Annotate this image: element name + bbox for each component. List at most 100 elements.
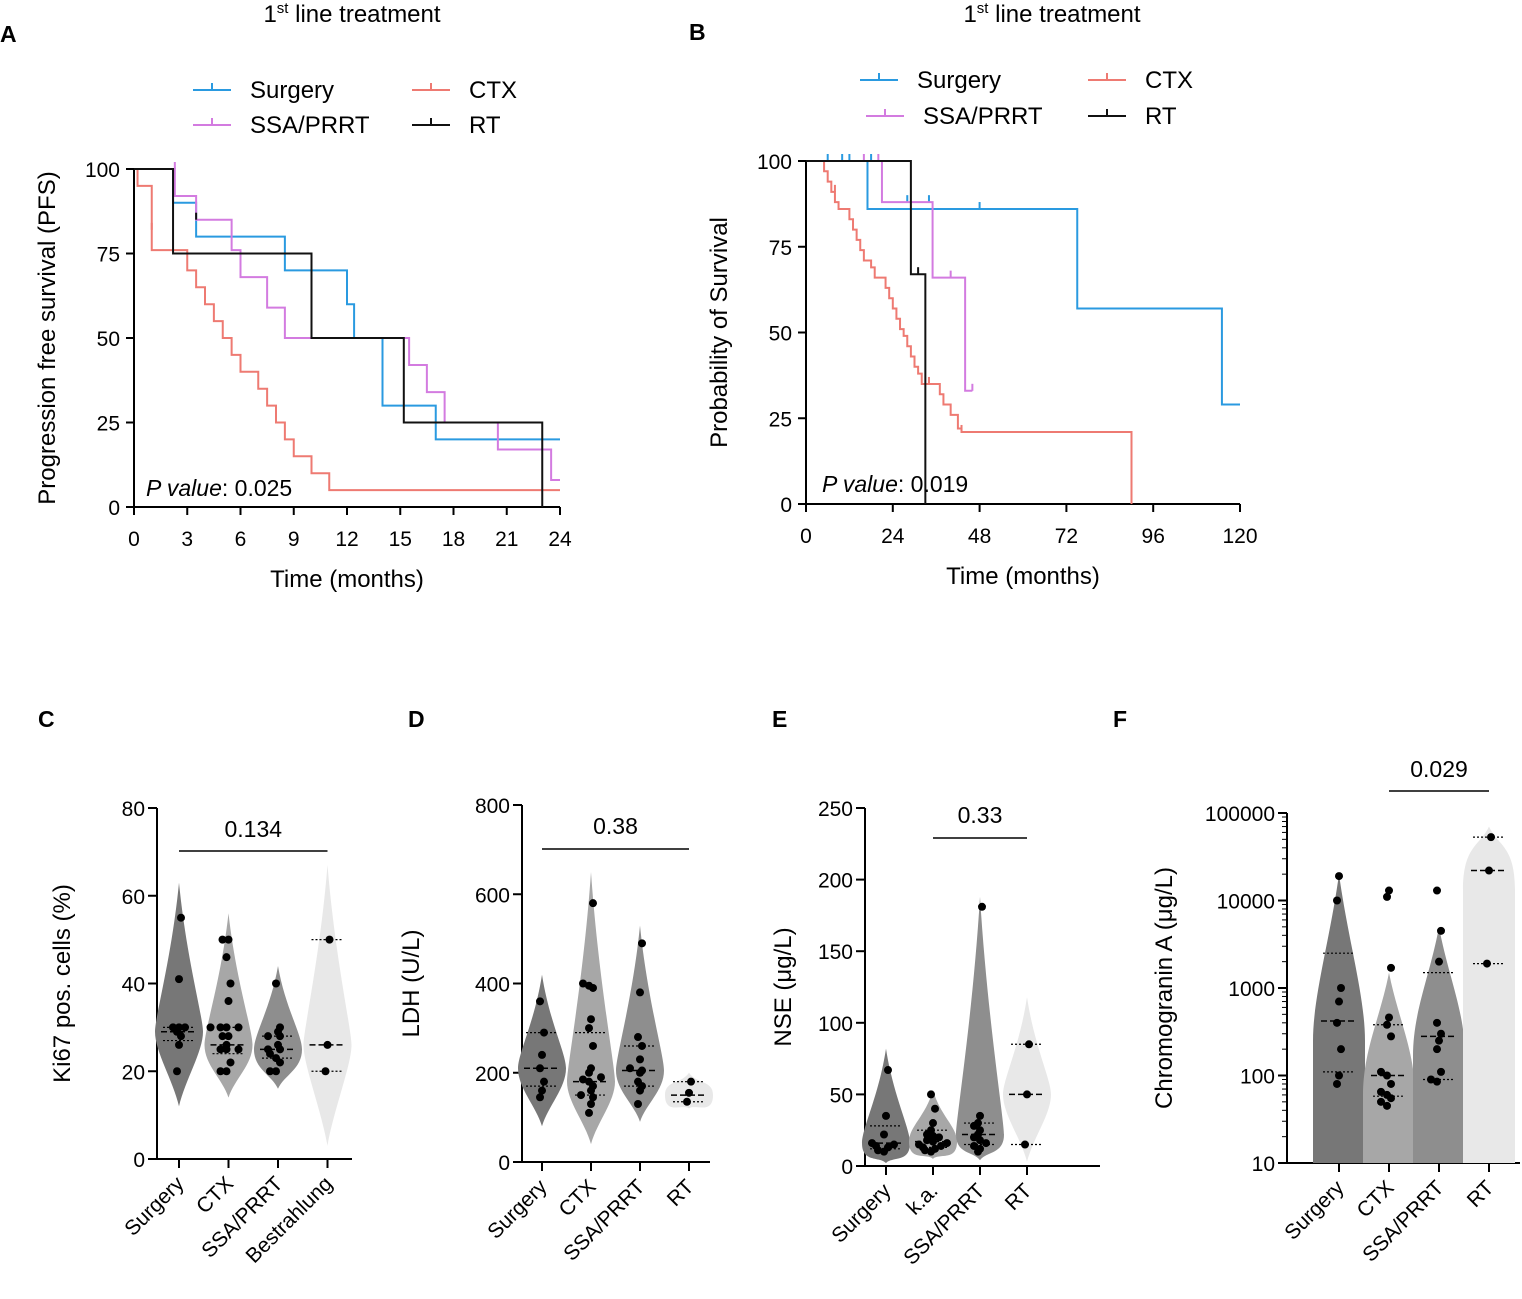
data-point-surgery [1337,984,1345,992]
data-point-ssa-prrt [982,1139,990,1148]
y-tick-label: 40 [122,974,145,997]
x-tick-label: 0 [800,525,812,548]
data-point-ssa-prrt [264,1045,272,1054]
y-tick-label: 25 [97,413,120,436]
data-point-surgery [175,1040,183,1049]
data-point-ssa-prrt [1435,957,1443,966]
data-point-k-a [923,1136,931,1145]
data-point-ctx [222,1023,231,1032]
data-point-ctx [587,1064,595,1073]
data-point-k-a [927,1126,935,1135]
x-tick-label: 12 [335,528,358,551]
data-point-ctx [1383,1020,1391,1029]
data-point-ssa-prrt [1435,1036,1443,1045]
data-point-surgery [884,1143,892,1152]
violin-surgery [1313,874,1365,1163]
y-tick-label: 10000 [1217,891,1275,914]
data-point-ssa-prrt [1433,886,1441,895]
legend-label-ssa-prrt: SSA/PRRT [923,103,1043,130]
y-tick-label: 600 [475,884,510,907]
data-point-ctx [206,1023,215,1032]
x-tick-label: Surgery [483,1175,552,1244]
series-line-ssa-prrt [134,168,560,481]
data-point-surgery [884,1066,892,1075]
data-point-ctx [1387,1079,1395,1088]
y-tick-label: 25 [769,408,792,431]
data-point-ctx [1383,892,1391,901]
x-tick-label: 9 [288,528,300,551]
violin-surgery [862,1048,910,1164]
chart-e-pvalue: 0.33 [958,802,1003,828]
data-point-ssa-prrt [274,1040,282,1049]
data-point-ssa-prrt [638,1041,646,1050]
chart-d-pvalue: 0.38 [593,813,638,839]
y-tick-label: 0 [133,1149,145,1172]
y-tick-label: 200 [475,1063,510,1086]
data-point-bestrahlung [323,1040,332,1049]
data-point-rt [1023,1090,1031,1099]
chart-f-pvalue: 0.029 [1410,756,1468,782]
x-tick-label: 24 [548,528,572,551]
data-point-rt [1025,1040,1033,1049]
y-tick-label: 80 [122,798,145,821]
data-point-surgery [540,1077,548,1086]
data-point-ctx [587,1015,595,1024]
data-point-ctx [597,1073,605,1082]
data-point-ssa-prrt [264,1032,272,1041]
data-point-surgery [536,1064,544,1073]
data-point-k-a [929,1137,937,1146]
data-point-rt [1487,833,1495,842]
y-tick-label: 10 [1252,1153,1275,1176]
data-point-rt [683,1097,691,1106]
data-point-bestrahlung [325,935,334,944]
data-point-rt [1485,866,1493,875]
data-point-surgery [890,1140,898,1149]
data-point-ctx [585,1024,593,1033]
data-point-k-a [931,1104,939,1113]
data-point-k-a [937,1141,945,1150]
y-tick-label: 250 [818,798,853,821]
data-point-surgery [1333,1079,1341,1088]
data-point-surgery [173,1067,181,1076]
y-tick-label: 100 [757,151,792,174]
data-point-ctx [1387,963,1395,972]
data-point-ctx [222,1067,231,1076]
chart-c-y-label: Ki67 pos. cells (%) [49,884,76,1083]
data-point-surgery [538,1086,546,1095]
x-tick-label: Surgery [120,1172,189,1241]
data-point-ssa-prrt [978,902,986,911]
chart-a-title: 1st line treatment [263,0,440,28]
data-point-ssa-prrt [976,1126,984,1135]
panel-label-f: F [1113,706,1127,732]
x-tick-label: 120 [1222,525,1257,548]
legend-label-surgery: Surgery [917,67,1001,94]
data-point-ctx [589,899,597,908]
data-point-surgery [1337,1045,1345,1054]
data-point-surgery [177,913,185,922]
y-tick-label: 100 [85,159,120,182]
data-point-ctx [226,979,235,988]
x-tick-label: Surgery [1280,1176,1349,1245]
data-point-k-a [915,1140,923,1149]
data-point-ctx [224,1032,233,1041]
data-point-ctx [1387,1032,1395,1041]
data-point-ctx [1383,1071,1391,1080]
data-point-ctx [585,1108,593,1117]
legend-label-ctx: CTX [469,77,517,104]
data-point-surgery [1335,1071,1343,1080]
data-point-ctx [579,979,587,988]
data-point-k-a [931,1144,939,1153]
chart-e-y-label: NSE (μg/L) [770,927,797,1046]
data-point-ctx [579,1075,587,1084]
data-point-ssa-prrt [1437,926,1445,935]
panel-label-c: C [38,706,55,732]
y-tick-label: 800 [475,795,510,818]
data-point-ctx [222,1040,231,1049]
data-point-ssa-prrt [1437,1029,1445,1038]
x-tick-label: RT [663,1175,699,1211]
chart-b-pvalue: P value: 0.019 [822,471,968,497]
data-point-surgery [536,997,544,1006]
data-point-ctx [589,1041,597,1050]
y-tick-label: 50 [769,323,792,346]
